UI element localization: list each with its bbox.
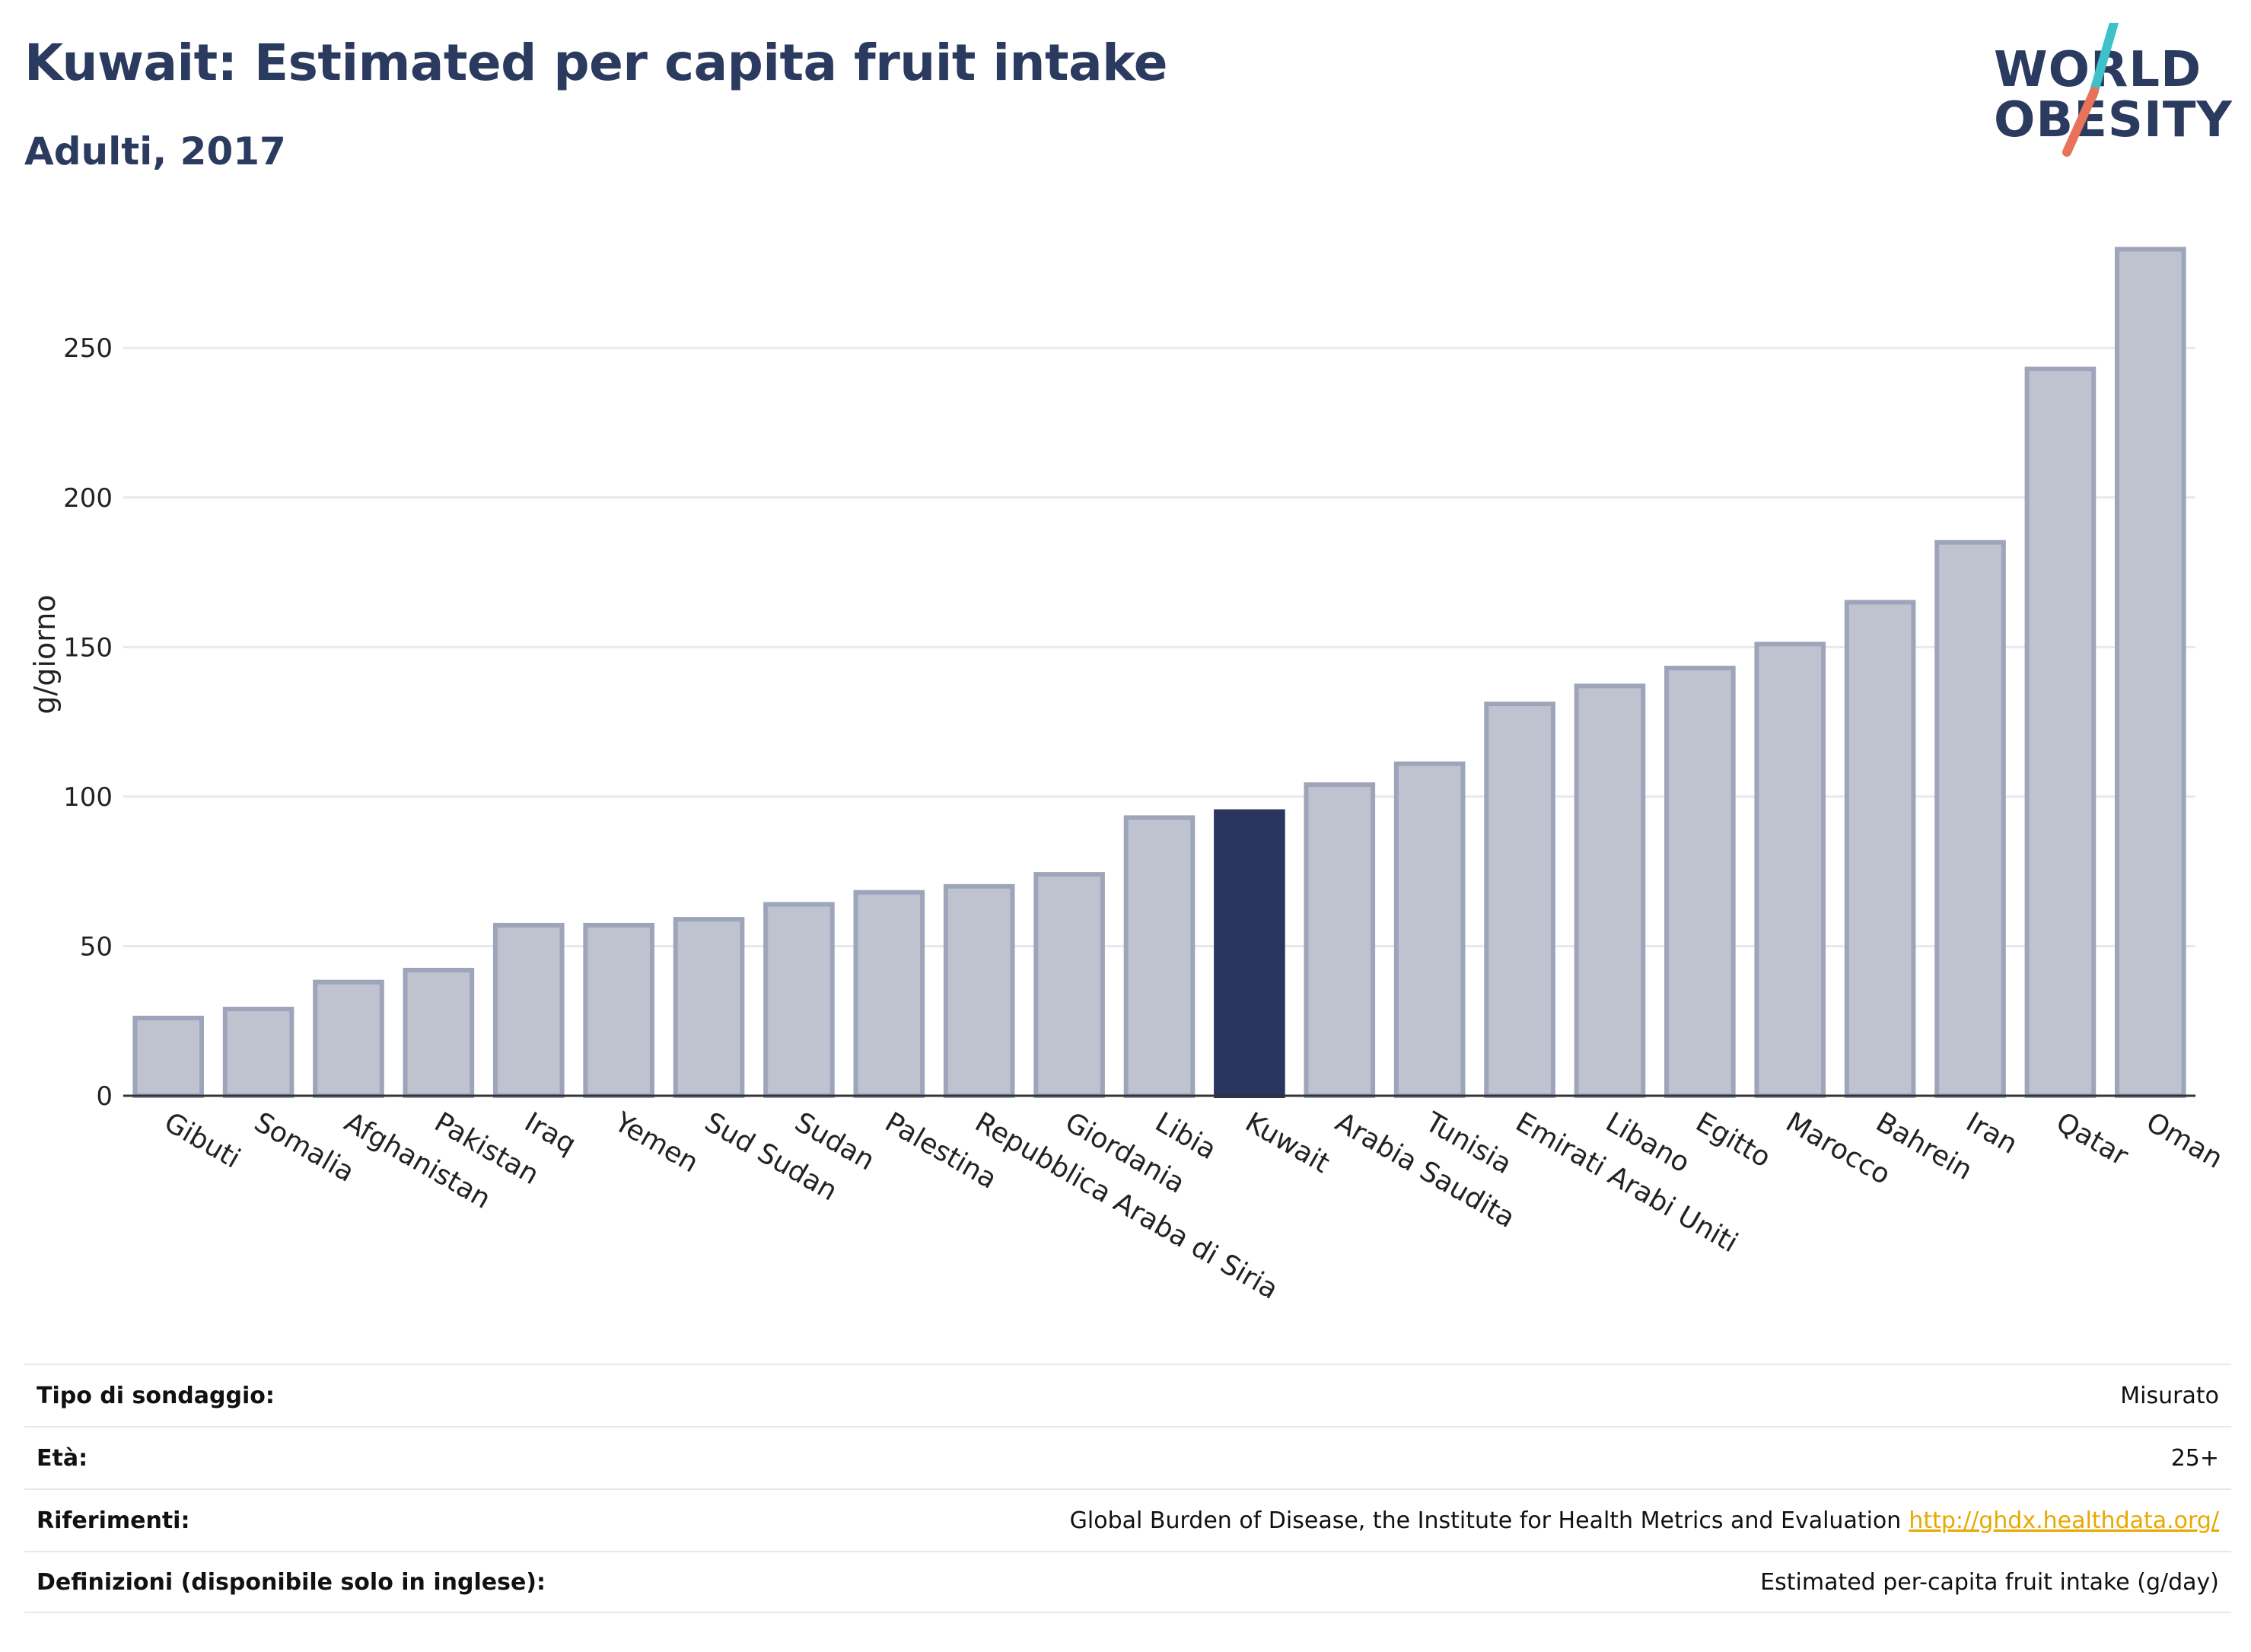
bar-libia[interactable] [1123, 815, 1196, 1099]
bars [132, 247, 2186, 1099]
y-axis-label: g/giorno [28, 594, 62, 714]
bar-emirati-arabi-uniti[interactable] [1484, 702, 1555, 1098]
meta-value: Estimated per-capita fruit intake (g/day… [1760, 1568, 2219, 1596]
meta-value-reference: Global Burden of Disease, the Institute … [1070, 1507, 2219, 1534]
meta-value: 25+ [2170, 1444, 2219, 1472]
bar-pakistan[interactable] [403, 967, 475, 1098]
y-tick-label: 0 [96, 1081, 113, 1112]
bar-iraq[interactable] [492, 922, 565, 1098]
y-tick-label: 250 [63, 333, 113, 364]
bar-palestina[interactable] [853, 890, 925, 1098]
bar-somalia[interactable] [222, 1007, 295, 1098]
x-tick-label: Egitto [1690, 1106, 1775, 1173]
meta-value: Misurato [2120, 1382, 2219, 1409]
bar-kuwait[interactable] [1214, 809, 1285, 1098]
bar-gibuti[interactable] [132, 1015, 205, 1098]
reference-text: Global Burden of Disease, the Institute … [1069, 1507, 1902, 1534]
y-tick-labels: 0 50 100 150 200 250 [63, 333, 113, 1112]
meta-row-age: Età: 25+ [24, 1426, 2231, 1488]
meta-label: Tipo di sondaggio: [37, 1382, 275, 1409]
bar-chart: 0 50 100 150 200 250 Gibuti SomaliaAfghanistan… [28, 247, 2228, 1306]
x-tick-label: Oman [2141, 1106, 2227, 1175]
chart-subtitle: Adulti, 2017 [24, 129, 286, 173]
world-obesity-logo[interactable]: WORLD OBESITY [1994, 23, 2237, 160]
bar-oman[interactable] [2114, 247, 2186, 1099]
x-tick-label: Iraq [519, 1106, 581, 1160]
bar-afghanistan[interactable] [313, 979, 384, 1099]
bar-egitto[interactable] [1664, 665, 1736, 1098]
bar-libano[interactable] [1574, 683, 1646, 1098]
chart-title: Kuwait: Estimated per capita fruit intak… [24, 33, 1168, 92]
bar-qatar[interactable] [2024, 366, 2097, 1099]
x-tick-label: Yemen [609, 1106, 704, 1179]
y-tick-label: 50 [80, 931, 113, 962]
meta-row-definitions: Definizioni (disponibile solo in inglese… [24, 1551, 2231, 1613]
meta-label: Età: [37, 1444, 88, 1472]
bar-arabia-saudita[interactable] [1304, 782, 1376, 1098]
bar-sud-sudan[interactable] [673, 917, 745, 1098]
bar-iran[interactable] [1934, 540, 2006, 1098]
bar-giordania[interactable] [1033, 872, 1105, 1098]
x-tick-label: Qatar [2051, 1106, 2133, 1172]
logo-line-obesity: OBESITY [1994, 92, 2233, 148]
bar-tunisia[interactable] [1393, 761, 1466, 1098]
bar-sudan[interactable] [763, 902, 835, 1099]
reference-link[interactable]: http://ghdx.healthdata.org/ [1909, 1507, 2219, 1534]
metadata-table: Tipo di sondaggio: Misurato Età: 25+ Rif… [24, 1364, 2231, 1613]
x-tick-label: Iran [1961, 1106, 2023, 1160]
bar-yemen[interactable] [583, 922, 654, 1098]
x-tick-label: Somalia [249, 1106, 359, 1189]
x-tick-label: Kuwait [1240, 1106, 1335, 1179]
meta-label: Riferimenti: [37, 1507, 190, 1534]
bar-bahrein[interactable] [1844, 600, 1916, 1098]
y-tick-label: 200 [63, 483, 113, 514]
bar-repubblica-araba-di-siria[interactable] [943, 883, 1015, 1098]
meta-row-survey-type: Tipo di sondaggio: Misurato [24, 1364, 2231, 1426]
x-tick-label: Gibuti [159, 1106, 246, 1174]
logo-slash-icon [2062, 23, 2119, 157]
meta-label: Definizioni (disponibile solo in inglese… [37, 1568, 546, 1596]
meta-row-references: Riferimenti: Global Burden of Disease, t… [24, 1488, 2231, 1551]
bar-marocco[interactable] [1754, 641, 1826, 1098]
y-tick-label: 100 [63, 782, 113, 813]
y-tick-label: 150 [63, 632, 113, 663]
